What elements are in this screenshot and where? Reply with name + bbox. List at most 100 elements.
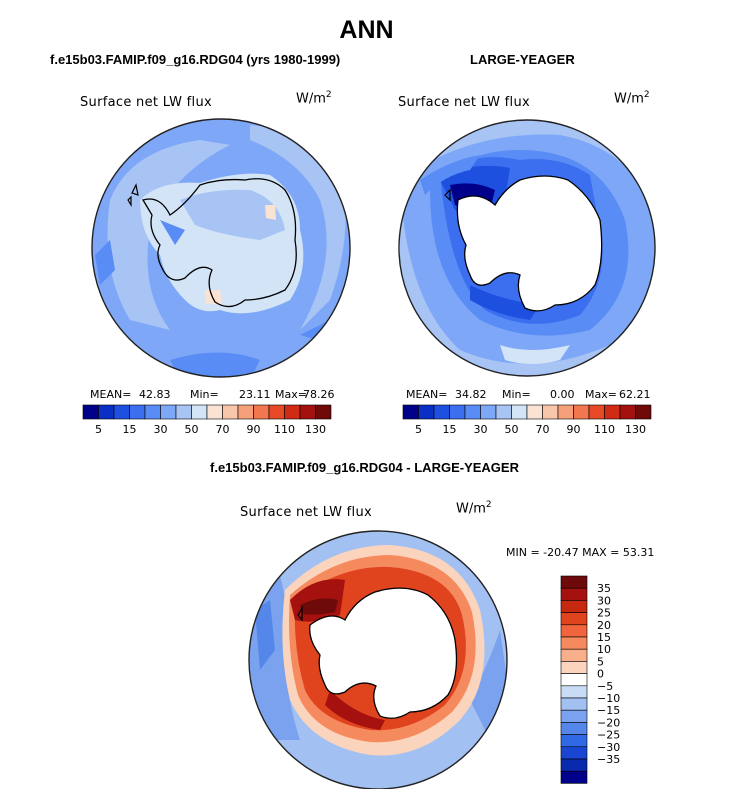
colorbar-tick-label: 70 — [216, 423, 230, 436]
colorbar-tick-label: 5 — [597, 655, 604, 668]
panel2-mean-label: MEAN= — [406, 388, 448, 401]
colorbar-tick-label: 15 — [123, 423, 137, 436]
colorbar-tick-label: −30 — [597, 741, 620, 754]
colorbar-cell — [619, 404, 636, 420]
colorbar-tick-label: 30 — [597, 594, 611, 607]
colorbar-cell — [560, 587, 588, 601]
panel1-map — [91, 118, 351, 378]
panel2-min-label: Min= — [502, 388, 531, 401]
colorbar-cell — [635, 404, 652, 420]
colorbar-cell — [315, 404, 332, 420]
colorbar-tick-label: 50 — [185, 423, 199, 436]
colorbar-tick-label: 130 — [625, 423, 646, 436]
diff-colorbar-cells — [560, 575, 588, 784]
colorbar-tick-label: 110 — [594, 423, 615, 436]
diff-units: W/m2 — [456, 500, 492, 517]
colorbar-cell — [560, 673, 588, 687]
colorbar-tick-label: 110 — [274, 423, 295, 436]
panel1-colorbar-ticks: 5 15 30 50 70 90 110 130 — [95, 423, 326, 436]
colorbar-cell — [560, 636, 588, 650]
colorbar-tick-label: 15 — [443, 423, 457, 436]
panel2-variable-label: Surface net LW flux — [398, 95, 530, 110]
colorbar-tick-label: 90 — [567, 423, 581, 436]
colorbar-tick-label: 5 — [95, 423, 102, 436]
panel1-colorbar-cells — [82, 404, 332, 420]
colorbar-cell — [144, 404, 161, 420]
diff-minmax: MIN = -20.47 MAX = 53.31 — [506, 546, 655, 559]
colorbar-cell — [560, 758, 588, 772]
colorbar-cell — [560, 575, 588, 589]
colorbar-cell — [511, 404, 528, 420]
panel1-max-label: Max= — [275, 388, 307, 401]
panel1-min-value: 23.11 — [239, 388, 271, 401]
colorbar-cell — [604, 404, 621, 420]
panel2-max-value: 62.21 — [619, 388, 651, 401]
colorbar-cell — [542, 404, 559, 420]
panel1-variable-label: Surface net LW flux — [80, 95, 212, 110]
colorbar-tick-label: −15 — [597, 704, 620, 717]
panel1-colorbar: 5 15 30 50 70 90 110 130 — [82, 404, 332, 436]
panel1-max-value: 78.26 — [303, 388, 335, 401]
colorbar-cell — [557, 404, 574, 420]
colorbar-cell — [253, 404, 270, 420]
colorbar-cell — [560, 600, 588, 613]
colorbar-tick-label: 10 — [597, 643, 611, 656]
colorbar-cell — [560, 722, 588, 735]
colorbar-tick-label: 30 — [154, 423, 168, 436]
colorbar-tick-label: −10 — [597, 692, 620, 705]
colorbar-tick-label: 35 — [597, 582, 611, 595]
colorbar-cell — [560, 697, 588, 711]
panel1-min-label: Min= — [190, 388, 219, 401]
diff-map — [248, 530, 508, 789]
colorbar-cell — [191, 404, 208, 420]
panel2-colorbar-cells — [402, 404, 652, 420]
panel2-map — [398, 119, 656, 377]
colorbar-tick-label: 90 — [247, 423, 261, 436]
panel2-units: W/m2 — [614, 90, 650, 107]
diff-case-label: f.e15b03.FAMIP.f09_g16.RDG04 - LARGE-YEA… — [210, 460, 519, 475]
colorbar-cell — [113, 404, 130, 420]
colorbar-tick-label: −20 — [597, 716, 620, 729]
colorbar-tick-label: 5 — [415, 423, 422, 436]
colorbar-cell — [464, 404, 481, 420]
colorbar-cell — [560, 648, 588, 662]
colorbar-cell — [560, 734, 588, 748]
colorbar-cell — [418, 404, 435, 420]
panel1-mean-value: 42.83 — [139, 388, 171, 401]
colorbar-cell — [449, 404, 466, 420]
panel2-colorbar: 5 15 30 50 70 90 110 130 — [402, 404, 652, 436]
colorbar-tick-label: −25 — [597, 729, 620, 742]
colorbar-cell — [237, 404, 254, 420]
colorbar-cell — [560, 624, 588, 638]
colorbar-cell — [175, 404, 192, 420]
colorbar-cell — [299, 404, 316, 420]
panel1-mean-label: MEAN= — [90, 388, 132, 401]
colorbar-cell — [588, 404, 605, 420]
colorbar-tick-label: 70 — [536, 423, 550, 436]
panel1-units: W/m2 — [296, 90, 332, 107]
colorbar-cell — [560, 709, 588, 723]
colorbar-cell — [560, 770, 588, 784]
colorbar-cell — [433, 404, 450, 420]
colorbar-tick-label: 30 — [474, 423, 488, 436]
colorbar-cell — [268, 404, 285, 420]
colorbar-cell — [222, 404, 239, 420]
colorbar-cell — [560, 612, 588, 626]
colorbar-cell — [495, 404, 512, 420]
colorbar-tick-label: 25 — [597, 607, 611, 620]
colorbar-cell — [82, 404, 99, 420]
colorbar-cell — [573, 404, 590, 420]
colorbar-cell — [560, 685, 588, 699]
colorbar-cell — [129, 404, 146, 420]
diff-variable-label: Surface net LW flux — [240, 505, 372, 520]
panel1-case-label: f.e15b03.FAMIP.f09_g16.RDG04 (yrs 1980-1… — [50, 52, 341, 67]
panel2-colorbar-ticks: 5 15 30 50 70 90 110 130 — [415, 423, 646, 436]
panel2-min-value: 0.00 — [550, 388, 575, 401]
colorbar-tick-label: 0 — [597, 668, 604, 681]
panel2-case-label: LARGE-YEAGER — [470, 52, 575, 67]
colorbar-tick-label: 130 — [305, 423, 326, 436]
colorbar-tick-label: −5 — [597, 680, 613, 693]
colorbar-cell — [480, 404, 497, 420]
